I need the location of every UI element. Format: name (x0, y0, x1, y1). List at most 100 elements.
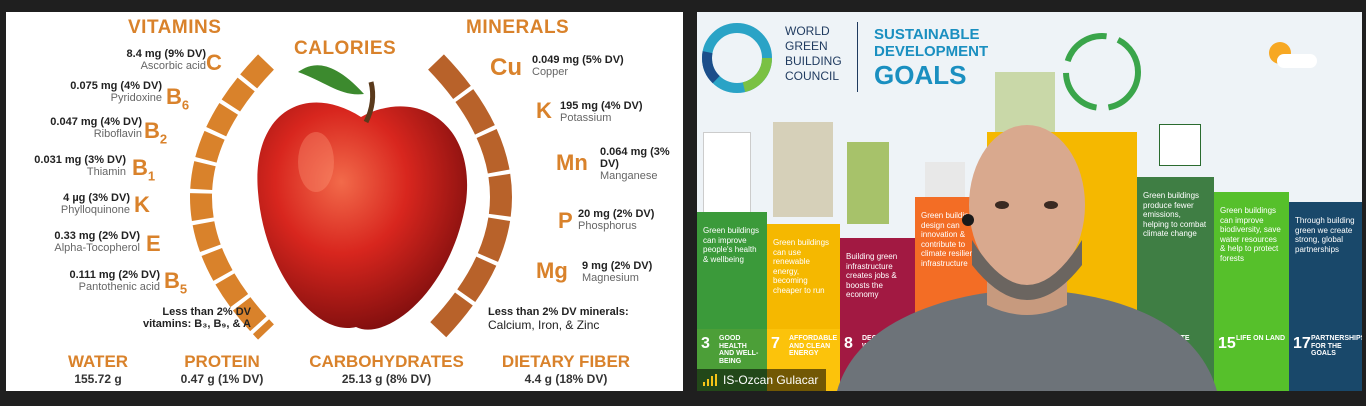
participant-video (837, 125, 1217, 391)
mineral-k: 195 mg (4% DV) Potassium (560, 100, 643, 124)
sdg-goal-number: 7 (771, 335, 780, 352)
mineral-cu: 0.049 mg (5% DV) Copper (532, 54, 624, 78)
vitamins-note: Less than 2% DV vitamins: B₃, B₉, & A (101, 306, 251, 330)
mineral-amount: 20 mg (2% DV) (578, 208, 655, 220)
wgbc-logo-icon (702, 23, 772, 93)
vitamin-b5: 0.111 mg (2% DV) Pantothenic acid (36, 269, 161, 293)
sdg-goal-number: 17 (1293, 335, 1311, 352)
sdg-goal-label: GOOD HEALTH AND WELL-BEING (719, 335, 759, 366)
minerals-header: MINERALS (466, 17, 570, 38)
mineral-p: 20 mg (2% DV) Phosphorus (578, 208, 654, 232)
vitamin-symbol: K (134, 192, 150, 217)
macro-value: 25.13 g (8% DV) (341, 372, 432, 386)
recycle-arrows-icon (1063, 33, 1141, 111)
vitamin-amount: 0.047 mg (4% DV) (50, 116, 142, 128)
note-line: Less than 2% DV (162, 306, 251, 318)
vitamin-name: Pyridoxine (110, 92, 162, 104)
vitamin-name: Pantothenic acid (78, 281, 160, 293)
signal-strength-icon (703, 374, 717, 386)
mineral-amount: 9 mg (2% DV) (582, 260, 653, 272)
vitamin-name: Phylloquinone (60, 204, 130, 216)
mineral-mg: 9 mg (2% DV) Magnesium (582, 260, 652, 284)
wgbc-wordmark: WORLD GREEN BUILDING COUNCIL (785, 24, 842, 83)
vitamin-amount: 0.111 mg (2% DV) (69, 269, 161, 281)
macro-dietary-fiber: DIETARY FIBER 4.4 g (18% DV) (486, 352, 646, 386)
sdg-goal-label: LIFE ON LAND (1236, 335, 1285, 342)
sdg-column-text: Green buildings can use renewable energy… (773, 238, 830, 295)
macro-value: 4.4 g (18% DV) (524, 372, 608, 386)
mineral-name: Potassium (560, 112, 612, 124)
house (1159, 124, 1201, 166)
vitamin-symbol: B6 (166, 84, 190, 113)
vitamin-e: 0.33 mg (2% DV) Alpha-Tocopherol (26, 230, 140, 254)
sdg-goal-tile: 17 PARTNERSHIPS FOR THE GOALS (1289, 329, 1362, 391)
vitamin-name: Riboflavin (93, 128, 142, 140)
sdg-goal-tile: 15 LIFE ON LAND (1214, 329, 1289, 391)
building (773, 122, 833, 217)
note-line: Less than 2% DV minerals: (488, 306, 629, 318)
vitamins-header: VITAMINS (128, 17, 222, 38)
mineral-symbol: Cu (490, 54, 522, 81)
vitamin-c: 8.4 mg (9% DV) Ascorbic acid (101, 48, 206, 72)
mineral-symbol: Mn (556, 150, 588, 175)
participant-name: IS-Ozcan Gulacar (723, 373, 819, 387)
mineral-amount: 0.049 mg (5% DV) (532, 54, 624, 66)
mineral-name: Magnesium (582, 272, 639, 284)
building (847, 142, 889, 224)
macro-protein: PROTEIN 0.47 g (1% DV) (172, 352, 272, 386)
mineral-symbol: P (558, 208, 573, 233)
mineral-amount: 195 mg (4% DV) (560, 100, 643, 112)
macro-water: WATER 155.72 g (58, 352, 138, 386)
mineral-arc (428, 54, 512, 340)
sdg-column-text: Green buildings can improve people's hea… (703, 226, 760, 264)
participant-name-tag: IS-Ozcan Gulacar (697, 369, 827, 391)
building-hospital (703, 132, 751, 214)
building (995, 72, 1055, 132)
minerals-note: Less than 2% DV minerals: Calcium, Iron,… (488, 306, 629, 332)
macro-label: DIETARY FIBER (501, 352, 631, 371)
vitamin-name: Alpha-Tocopherol (54, 242, 140, 254)
apple-image (257, 65, 468, 330)
sdg-column-text: Green buildings design can innovation & … (921, 211, 978, 268)
sdg-column-text: Green buildings can improve biodiversity… (1220, 206, 1281, 263)
sdg-column-text: Green buildings produce fewer emissions,… (1143, 191, 1207, 239)
mineral-symbol: Mg (536, 258, 568, 283)
vitamin-symbol: E (146, 231, 161, 256)
macro-label: PROTEIN (184, 352, 260, 371)
sdg-goal-number: 3 (701, 335, 710, 352)
vitamin-name: Ascorbic acid (140, 60, 206, 72)
sdg-goal-label: AFFORDABLE AND CLEAN ENERGY (789, 335, 838, 358)
vitamin-symbol: B5 (164, 268, 188, 297)
sdg-goal-number: 8 (844, 335, 853, 352)
vitamin-arc (190, 54, 274, 340)
vitamin-k: 4 µg (3% DV) Phylloquinone (26, 192, 130, 216)
vitamin-amount: 0.33 mg (2% DV) (54, 230, 140, 242)
vitamin-symbol: C (206, 50, 222, 75)
sdg-goal-number: 15 (1218, 335, 1236, 352)
vitamin-b1: 0.031 mg (3% DV) Thiamin (6, 154, 126, 178)
mineral-name: Manganese (600, 170, 658, 182)
shared-screen-tile: VITAMINS CALORIES MINERALS 8.4 mg (9% DV… (6, 12, 683, 391)
note-line: vitamins: B₃, B₉, & A (142, 318, 251, 330)
note-line: Calcium, Iron, & Zinc (488, 318, 600, 332)
mineral-name: Phosphorus (578, 220, 637, 232)
vitamin-symbol: B1 (132, 155, 156, 184)
vitamin-amount: 0.075 mg (4% DV) (70, 80, 162, 92)
sdg-column-text: Through building green we create strong,… (1295, 216, 1355, 254)
participant-video-tile[interactable]: WORLD GREEN BUILDING COUNCIL SUSTAINABLE DEV… (697, 12, 1362, 391)
calories-header: CALORIES (294, 38, 397, 59)
macro-label: WATER (67, 352, 129, 371)
macro-label: CARBOHYDRATES (309, 352, 464, 371)
vitamin-name: Thiamin (86, 166, 126, 178)
macro-value: 0.47 g (1% DV) (180, 372, 264, 386)
vitamin-amount: 0.031 mg (3% DV) (34, 154, 126, 166)
cloud-icon (1277, 54, 1317, 68)
vitamin-amount: 4 µg (3% DV) (63, 192, 130, 204)
mineral-name: Copper (532, 66, 569, 78)
macro-carbohydrates: CARBOHYDRATES 25.13 g (8% DV) (304, 352, 469, 386)
house (925, 162, 965, 202)
macro-value: 155.72 g (74, 372, 122, 386)
vitamin-b2: 0.047 mg (4% DV) Riboflavin (16, 116, 142, 140)
sdg-goal-label: PARTNERSHIPS FOR THE GOALS (1311, 335, 1362, 358)
vitamin-b6: 0.075 mg (4% DV) Pyridoxine (36, 80, 162, 104)
